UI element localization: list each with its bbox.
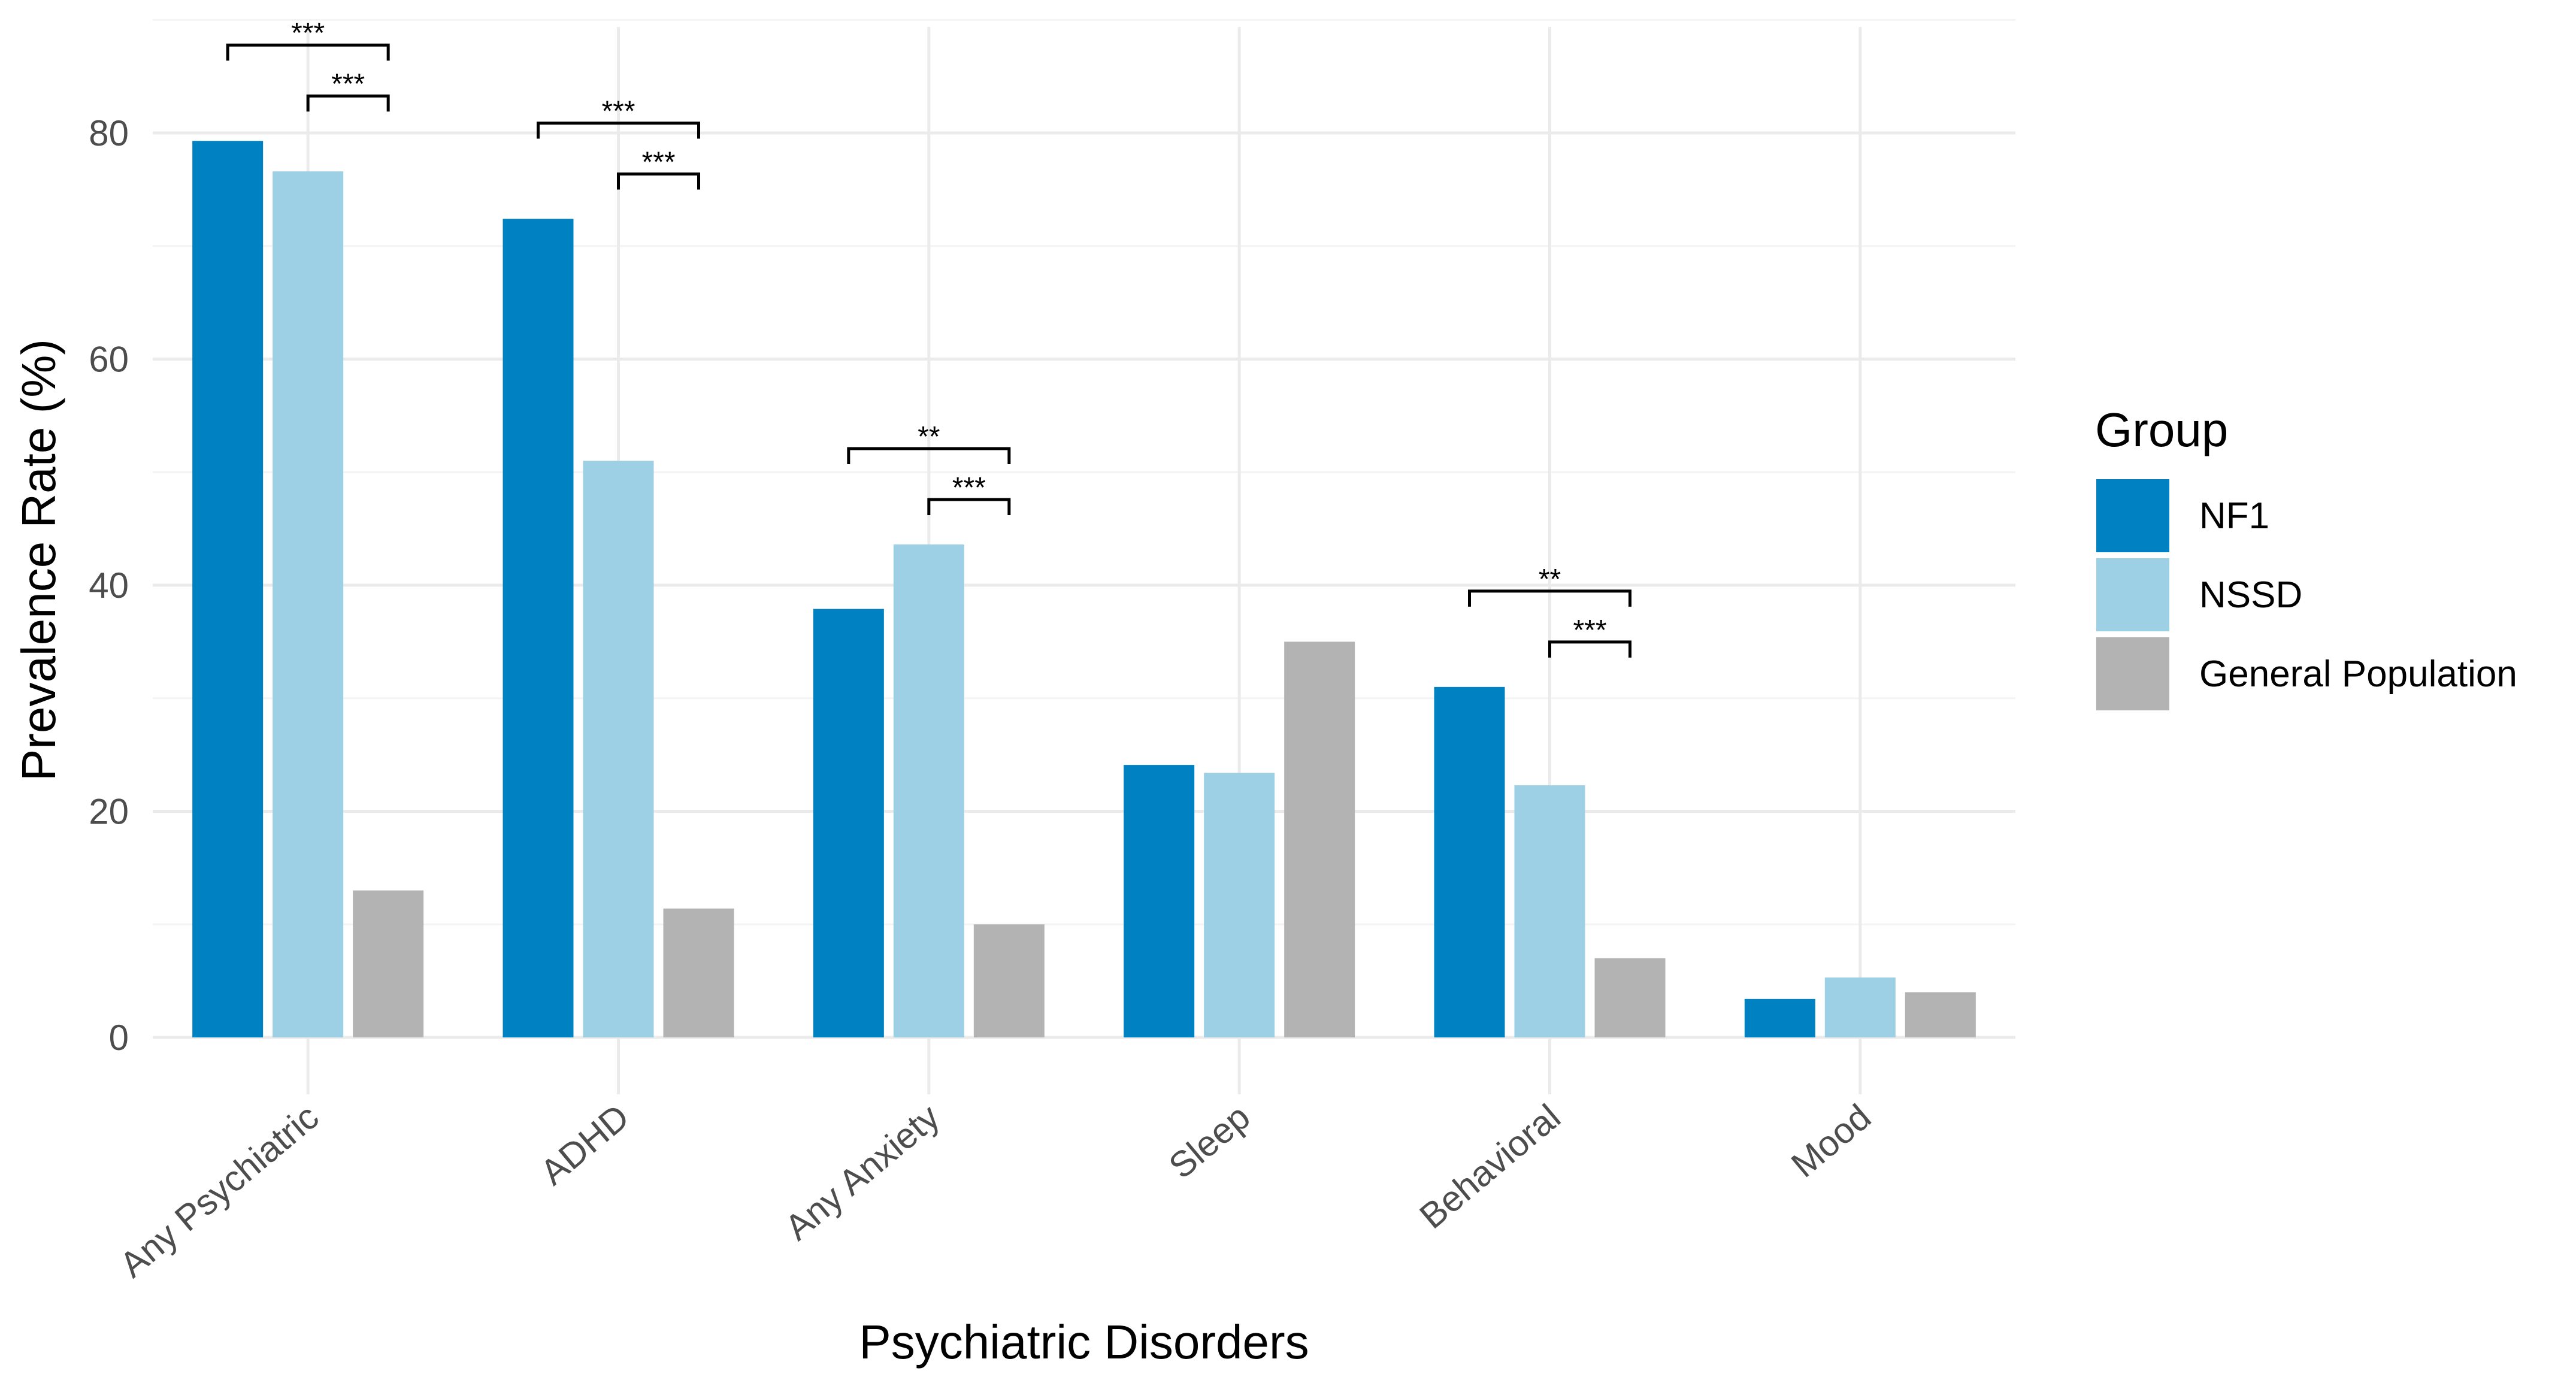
legend-title: Group (2095, 403, 2228, 456)
significance-label: *** (952, 472, 986, 504)
bar-nf1 (192, 141, 264, 1037)
significance-label: *** (331, 68, 365, 100)
significance-label: ** (1539, 564, 1561, 595)
x-tick-label: Any Psychiatric (112, 1097, 326, 1285)
y-tick-label: 60 (89, 340, 129, 380)
bar-nssd (1824, 977, 1896, 1037)
y-tick-label: 0 (109, 1018, 129, 1058)
bar-general-population (973, 924, 1045, 1037)
x-tick-label: Sleep (1161, 1097, 1258, 1187)
x-tick-label: Behavioral (1412, 1097, 1568, 1237)
significance-label: *** (601, 95, 635, 127)
significance-label: ** (918, 421, 940, 453)
bar-general-population (1905, 992, 1976, 1037)
legend-label: NF1 (2199, 495, 2269, 537)
x-tick-label: Mood (1784, 1097, 1878, 1185)
legend-key-general-population (2096, 637, 2169, 710)
bar-nf1 (1434, 686, 1505, 1037)
bar-nssd (893, 544, 964, 1037)
significance-bracket (847, 447, 1011, 465)
legend-key-nssd (2096, 558, 2169, 631)
grid (153, 19, 2015, 1094)
bar-nssd (1514, 785, 1585, 1037)
y-axis-ticks: 0 20 40 60 80 (89, 113, 129, 1058)
bar-nssd (273, 171, 344, 1037)
significance-bracket (1548, 640, 1631, 658)
bar-general-population (1284, 641, 1355, 1037)
x-axis-ticks: Any Psychiatric ADHD Any Anxiety Sleep Behav… (112, 1097, 1878, 1285)
legend: Group NF1 NSSD General Population (2095, 403, 2517, 710)
y-tick-label: 80 (89, 113, 129, 153)
significance-label: *** (641, 146, 675, 178)
bar-general-population (353, 890, 424, 1037)
legend-label: General Population (2199, 653, 2517, 695)
significance-bracket (306, 94, 390, 112)
bar-general-population (1594, 958, 1666, 1037)
bar-nf1 (503, 219, 574, 1038)
significance-brackets: ********************** (226, 17, 1631, 658)
significance-label: *** (1573, 615, 1606, 646)
significance-bracket (1468, 589, 1631, 607)
bars (192, 141, 1976, 1038)
y-tick-label: 20 (89, 792, 129, 832)
bar-nssd (583, 461, 654, 1037)
bar-nf1 (1744, 998, 1815, 1037)
x-tick-label: Any Anxiety (777, 1097, 947, 1248)
significance-bracket (226, 43, 390, 61)
significance-label: *** (291, 17, 325, 49)
legend-label: NSSD (2199, 574, 2302, 616)
x-axis-title: Psychiatric Disorders (859, 1315, 1309, 1369)
bar-nssd (1204, 773, 1275, 1037)
y-axis-title: Prevalence Rate (%) (12, 339, 65, 781)
significance-bracket (617, 172, 700, 190)
significance-bracket (537, 121, 700, 139)
bar-nf1 (813, 609, 884, 1037)
significance-bracket (927, 498, 1011, 516)
legend-key-nf1 (2096, 479, 2169, 552)
x-tick-label: ADHD (533, 1097, 637, 1193)
y-tick-label: 40 (89, 565, 129, 606)
bar-general-population (663, 908, 734, 1037)
bar-nf1 (1124, 765, 1195, 1037)
